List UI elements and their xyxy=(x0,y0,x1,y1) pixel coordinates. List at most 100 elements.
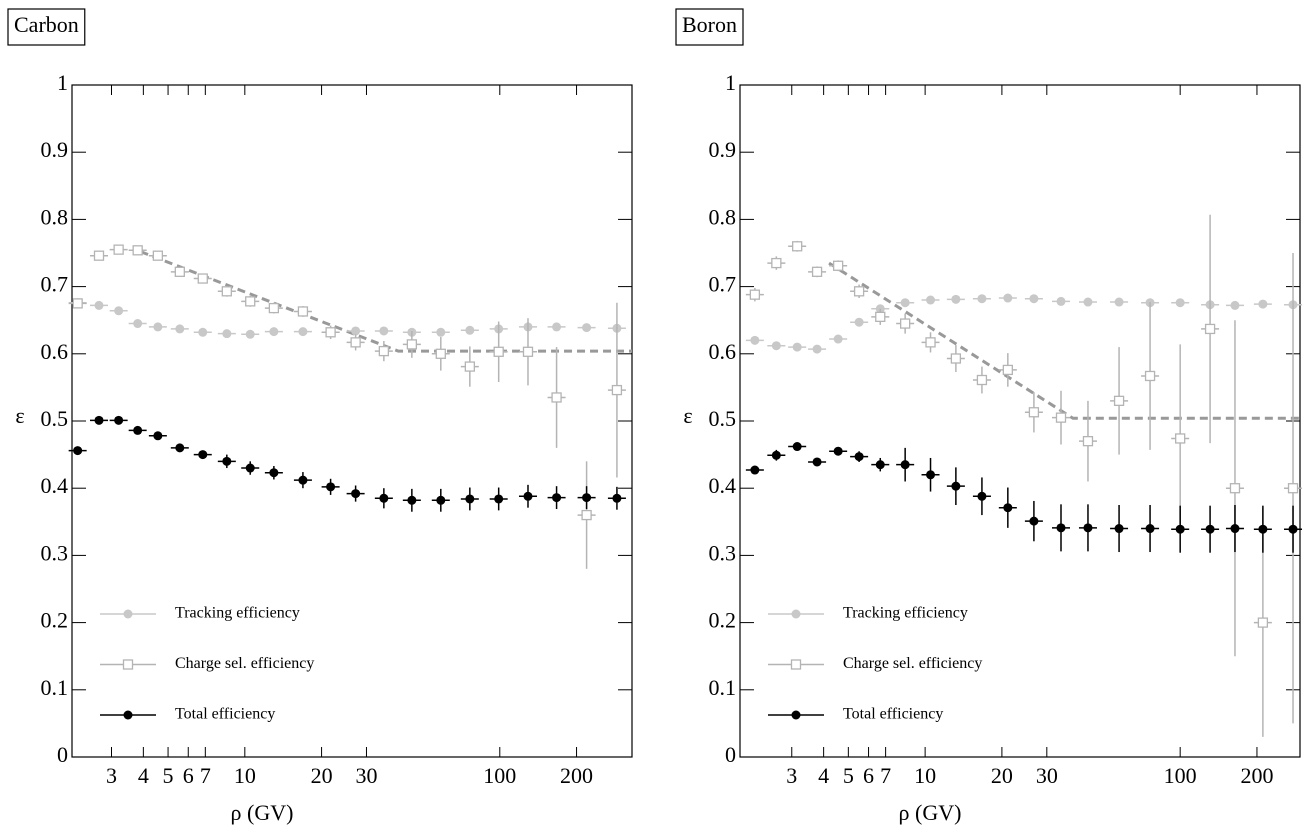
legend-marker xyxy=(791,609,801,619)
marker xyxy=(771,257,782,269)
marker xyxy=(1055,412,1067,423)
marker xyxy=(926,295,936,305)
marker xyxy=(1082,436,1094,447)
x-tick-label: 4 xyxy=(138,763,149,788)
legend-label: Tracking efficiency xyxy=(175,605,300,622)
x-tick-label: 5 xyxy=(843,763,854,788)
marker xyxy=(436,327,446,337)
fit-line xyxy=(828,261,1300,420)
marker xyxy=(853,286,865,297)
y-tick-label: 0 xyxy=(725,742,736,767)
marker xyxy=(811,266,823,277)
x-tick-label: 20 xyxy=(991,763,1013,788)
marker xyxy=(582,493,592,503)
marker xyxy=(875,460,885,470)
x-tick-label: 3 xyxy=(106,763,117,788)
marker xyxy=(269,327,279,337)
x-tick-label: 6 xyxy=(863,763,874,788)
marker xyxy=(581,509,592,521)
marker xyxy=(175,443,185,453)
legend-label: Total efficiency xyxy=(843,706,943,723)
marker xyxy=(875,311,886,322)
legend-marker xyxy=(122,659,134,670)
y-tick-label: 0.7 xyxy=(709,272,737,297)
marker xyxy=(245,296,256,307)
marker xyxy=(133,319,143,329)
marker xyxy=(1204,323,1216,335)
marker xyxy=(792,342,802,352)
marker xyxy=(611,384,623,396)
marker xyxy=(900,298,910,308)
y-tick-label: 0.4 xyxy=(709,473,737,498)
title-box xyxy=(675,8,744,46)
marker xyxy=(1083,523,1093,533)
legend-marker xyxy=(123,609,133,619)
marker xyxy=(351,489,361,499)
marker xyxy=(523,491,533,501)
marker xyxy=(771,450,781,460)
marker xyxy=(1258,299,1268,309)
y-tick-label: 0.1 xyxy=(41,675,69,700)
marker xyxy=(297,306,309,317)
x-tick-label: 10 xyxy=(914,763,936,788)
marker xyxy=(792,241,803,252)
marker xyxy=(1144,370,1156,382)
x-tick-label: 20 xyxy=(311,763,333,788)
marker xyxy=(378,345,390,357)
marker xyxy=(551,392,562,403)
marker xyxy=(72,298,83,309)
marker xyxy=(900,318,911,329)
legend-marker xyxy=(123,710,133,720)
marker xyxy=(73,446,83,456)
panel-title: Carbon xyxy=(14,12,79,37)
marker xyxy=(854,452,864,462)
marker xyxy=(950,353,962,364)
x-tick-label: 30 xyxy=(355,763,377,788)
fit-line xyxy=(140,250,632,353)
marker xyxy=(114,306,124,316)
marker xyxy=(582,323,592,333)
marker xyxy=(152,250,164,261)
marker xyxy=(133,425,143,435)
marker xyxy=(407,495,417,505)
marker xyxy=(198,450,208,460)
marker xyxy=(522,346,534,357)
marker xyxy=(1028,407,1040,418)
marker xyxy=(132,245,143,256)
marker xyxy=(925,337,936,348)
marker xyxy=(269,468,279,478)
plot-frame xyxy=(739,84,1301,758)
marker xyxy=(552,322,562,332)
marker xyxy=(832,260,844,271)
legend-label: Charge sel. efficiency xyxy=(843,655,982,672)
marker xyxy=(326,482,336,492)
x-tick-label: 7 xyxy=(200,763,211,788)
marker xyxy=(198,327,208,337)
y-tick-label: 0.7 xyxy=(41,272,69,297)
marker xyxy=(1114,297,1124,307)
marker xyxy=(298,327,308,337)
marker xyxy=(951,481,961,491)
x-tick-label: 6 xyxy=(183,763,194,788)
marker xyxy=(406,339,418,350)
marker xyxy=(1003,503,1013,513)
y-tick-label: 0 xyxy=(57,742,68,767)
x-axis-label: ρ (GV) xyxy=(231,800,294,825)
y-tick-label: 0.9 xyxy=(709,137,737,162)
marker xyxy=(436,495,446,505)
y-tick-label: 0.3 xyxy=(709,540,737,565)
legend-label: Tracking efficiency xyxy=(843,605,968,622)
y-tick-label: 0.5 xyxy=(709,406,737,431)
y-tick-label: 0.6 xyxy=(709,339,737,364)
y-tick-label: 0.5 xyxy=(41,406,69,431)
x-tick-label: 7 xyxy=(880,763,891,788)
marker xyxy=(464,361,475,372)
marker xyxy=(1175,433,1186,444)
marker xyxy=(1056,296,1066,306)
marker xyxy=(552,493,562,503)
marker xyxy=(1056,523,1066,533)
marker xyxy=(1175,524,1185,534)
marker xyxy=(1029,294,1039,304)
x-tick-label: 100 xyxy=(483,763,516,788)
marker xyxy=(812,344,822,354)
